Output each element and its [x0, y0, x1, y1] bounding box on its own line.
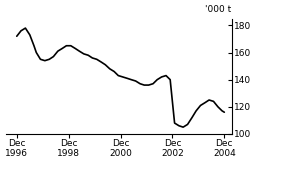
Text: '000 t: '000 t	[206, 5, 232, 14]
